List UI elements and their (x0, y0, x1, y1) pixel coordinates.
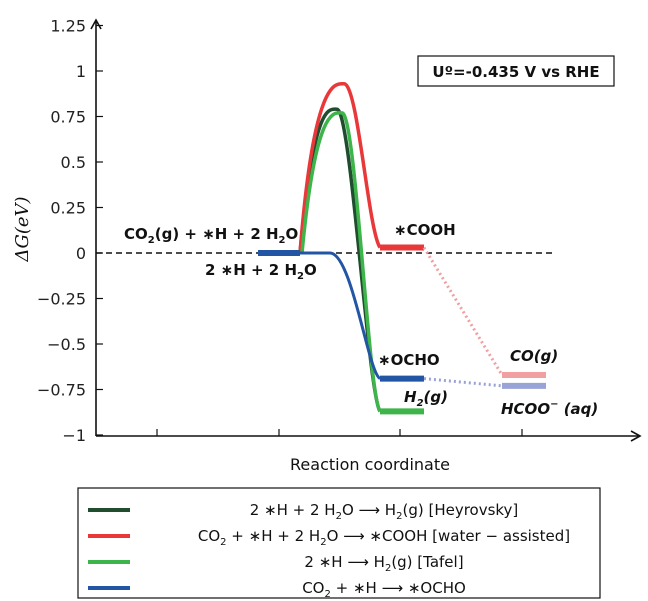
y-tick-label: −1 (62, 426, 86, 445)
y-tick-label: 0.25 (50, 199, 86, 218)
y-tick-label: 0.75 (50, 108, 86, 127)
energy-levels (258, 244, 546, 415)
legend: 2 ∗H + 2 H2O ⟶ H2(g) [Heyrovsky] CO2 + ∗H… (88, 501, 570, 600)
y-ticks: 1.25 1 0.75 0.5 0.25 0 −0.25 −0.5 −0.75 −1 (37, 17, 103, 445)
y-tick-label: −0.75 (37, 381, 86, 400)
y-tick-label: −0.5 (47, 335, 86, 354)
annotation-ocho: ∗OCHO (378, 351, 440, 369)
legend-entry: CO2 + ∗H + 2 H2O ⟶ ∗COOH [water − assist… (198, 527, 570, 548)
annotation-co: CO(g) (510, 347, 558, 365)
connector-ocho-hcoo (423, 377, 503, 388)
legend-entry: 2 ∗H + 2 H2O ⟶ H2(g) [Heyrovsky] (250, 501, 519, 522)
potential-label: Uº=-0.435 V vs RHE (432, 63, 599, 81)
legend-box (77, 487, 601, 599)
x-axis-arrow (630, 430, 642, 442)
potential-box (417, 55, 615, 87)
annotation-initial-b: 2 ∗H + 2 H2O (205, 261, 317, 282)
y-tick-label: 0 (76, 244, 86, 263)
series-curves (298, 81, 382, 413)
y-tick-label: 1 (76, 62, 86, 81)
curve-water-assisted (298, 81, 382, 254)
y-tick-label: 1.25 (50, 17, 86, 36)
curve-tafel (300, 111, 382, 413)
legend-entry: 2 ∗H ⟶ H2(g) [Tafel] (304, 553, 463, 574)
x-axis-label: Reaction coordinate (290, 455, 450, 474)
curve-ocho (300, 251, 382, 380)
y-tick-label: 0.5 (61, 153, 86, 172)
annotation-hcoo: HCOO− (aq) (501, 399, 598, 418)
annotation-initial-a: CO2(g) + ∗H + 2 H2O (124, 225, 298, 246)
annotation-h2: H2(g) (404, 388, 448, 409)
y-axis-label: ΔG(eV) (12, 196, 33, 262)
y-tick-label: −0.25 (37, 290, 86, 309)
x-ticks (156, 429, 523, 436)
legend-entry: CO2 + ∗H ⟶ ∗OCHO (302, 579, 466, 600)
annotation-cooh: ∗COOH (394, 221, 456, 239)
